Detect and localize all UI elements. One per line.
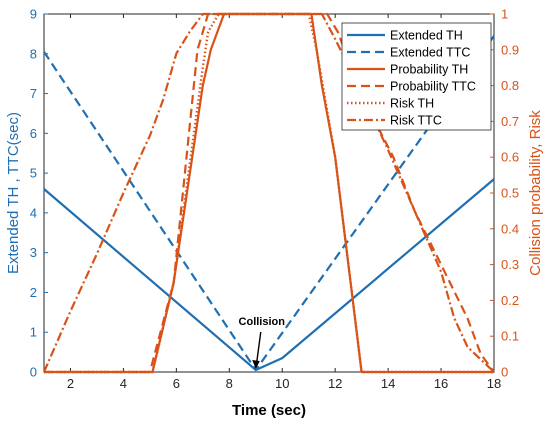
left-tick-label: 9	[30, 7, 37, 22]
x-axis-title: Time (sec)	[232, 402, 306, 419]
x-tick-label: 18	[487, 376, 501, 391]
right-axis-title: Collision probability, Risk	[527, 110, 544, 276]
legend-label-probability-th: Probability TH	[390, 63, 468, 77]
left-tick-label: 5	[30, 166, 37, 181]
left-axis-title: Extended TH , TTC(sec)	[5, 112, 22, 274]
x-tick-label: 14	[381, 376, 395, 391]
left-tick-label: 4	[30, 205, 37, 220]
left-tick-label: 0	[30, 365, 37, 380]
right-axis-ticks: 0 0.1 0.2 0.3 0.4 0.5 0.6 0.7 0.8 0.9 1	[490, 7, 519, 380]
x-tick-label: 10	[275, 376, 289, 391]
legend-label-extended-th: Extended TH	[390, 29, 463, 43]
collision-label: Collision	[239, 316, 286, 328]
legend-label-risk-th: Risk TH	[390, 97, 434, 111]
legend-box	[341, 22, 492, 131]
series-line-extended-ttc	[43, 35, 495, 372]
legend-label-risk-ttc: Risk TTC	[390, 114, 442, 128]
right-tick-label: 0.3	[501, 257, 519, 272]
right-tick-label: 1	[501, 7, 508, 22]
collision-arrowhead	[252, 360, 260, 370]
left-tick-label: 1	[30, 325, 37, 340]
collision-annotation: Collision	[239, 316, 286, 370]
series-line-risk-th	[44, 12, 494, 374]
x-tick-label: 8	[226, 376, 233, 391]
left-tick-label: 6	[30, 126, 37, 141]
left-tick-label: 8	[30, 46, 37, 61]
legend-label-probability-ttc: Probability TTC	[390, 80, 476, 94]
collision-arrow	[256, 331, 262, 363]
x-tick-label: 12	[328, 376, 342, 391]
series-line-risk-ttc	[42, 12, 495, 373]
x-tick-label: 4	[120, 376, 127, 391]
x-tick-label: 6	[173, 376, 180, 391]
right-tick-label: 0	[501, 365, 508, 380]
series-line-probability-ttc	[44, 12, 495, 374]
right-tick-label: 0.8	[501, 78, 519, 93]
right-tick-label: 0.9	[501, 42, 519, 57]
legend: Extended TH Extended TTC Probability TH …	[341, 22, 492, 131]
right-tick-label: 0.4	[501, 221, 519, 236]
right-tick-label: 0.1	[501, 329, 519, 344]
right-tick-label: 0.5	[501, 186, 519, 201]
series-line-extended-th	[43, 178, 495, 372]
legend-label-extended-ttc: Extended TTC	[390, 46, 470, 60]
left-tick-label: 3	[30, 245, 37, 260]
left-tick-label: 2	[30, 285, 37, 300]
x-tick-label: 2	[67, 376, 74, 391]
x-tick-label: 16	[434, 376, 448, 391]
left-tick-label: 7	[30, 86, 37, 101]
left-axis-ticks: 0 1 2 3 4 5 6 7 8 9	[30, 7, 48, 380]
right-tick-label: 0.6	[501, 150, 519, 165]
series-lines	[42, 12, 495, 374]
right-tick-label: 0.7	[501, 114, 519, 129]
right-tick-label: 0.2	[501, 293, 519, 308]
